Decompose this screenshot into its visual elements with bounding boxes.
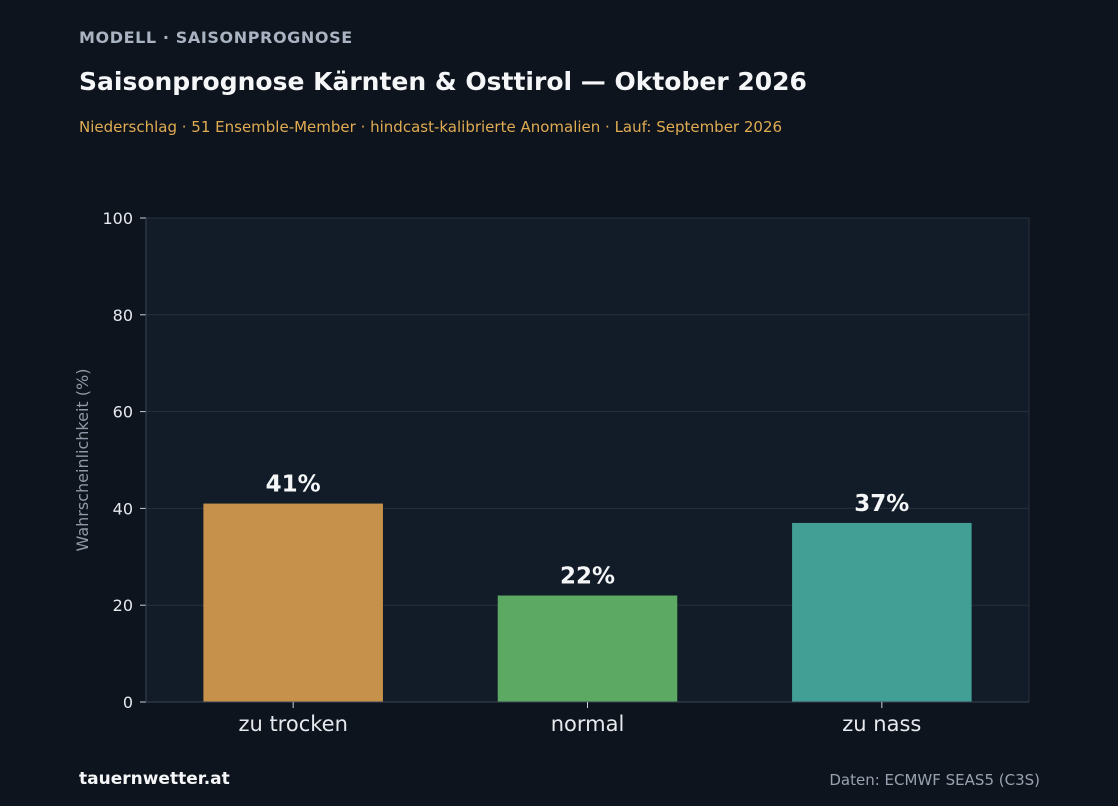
bar-normal [497,595,678,702]
data-label: 41% [266,472,321,498]
y-tick-label: 20 [113,596,133,615]
y-tick-label: 60 [113,403,133,422]
chart-eyebrow: MODELL · SAISONPROGNOSE [79,28,353,47]
bar-zu-trocken [203,503,383,702]
axes: 0 20 40 60 80 100 zu trocken normal zu nass [102,209,1029,736]
chart-title: Saisonprognose Kärnten & Osttirol — Okto… [79,67,807,96]
y-tick-label: 0 [123,693,133,712]
y-tick-label: 40 [113,499,133,518]
y-tick-label: 100 [102,209,133,228]
x-tick-label: zu trocken [238,712,347,736]
x-tick-label: normal [551,712,625,736]
data-label: 22% [560,564,615,590]
x-tick-label: zu nass [842,712,921,736]
bar-zu-nass [792,522,972,702]
bars: 41% 22% 37% [203,472,972,702]
footer-brand[interactable]: tauernwetter.at [79,769,230,789]
data-label: 37% [854,491,909,517]
y-tick-label: 80 [113,306,133,325]
y-axis-label: Wahrscheinlichkeit (%) [73,369,92,552]
chart-subtitle: Niederschlag · 51 Ensemble-Member · hind… [79,118,783,136]
footer-source: Daten: ECMWF SEAS5 (C3S) [829,771,1040,789]
